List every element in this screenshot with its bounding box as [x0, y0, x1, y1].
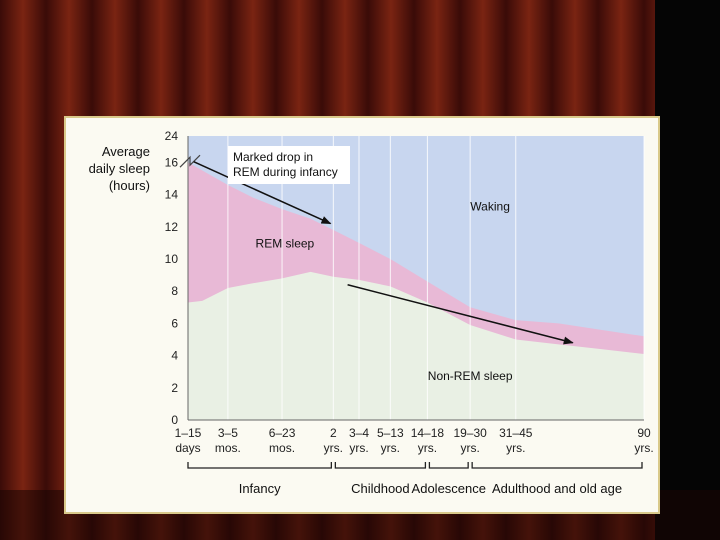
x-tick-sublabel-4: yrs. [349, 441, 368, 455]
region-label-rem: REM sleep [256, 237, 315, 251]
x-tick-label-8: 31–45 [499, 426, 533, 440]
stage-bracket-0 [187, 462, 332, 469]
chart-labels: Average daily sleep (hours) 024681012141… [89, 129, 654, 496]
region-label-waking: Waking [470, 200, 510, 214]
curtain-shadow-right [655, 0, 720, 540]
nonrem-area [188, 271, 644, 420]
x-tick-sublabel-6: yrs. [418, 441, 437, 455]
stage-bracket-2 [428, 462, 469, 469]
y-tick-label-16: 16 [165, 155, 179, 169]
stage-label-0: Infancy [239, 481, 281, 496]
y-tick-label-8: 8 [171, 284, 178, 298]
annotation-text-line-2: REM during infancy [233, 165, 338, 179]
region-label-nonrem: Non-REM sleep [428, 369, 513, 383]
chart-card: Average daily sleep (hours) 0 2 4 6 8 10 12 14 1… [64, 116, 660, 514]
y-tick-label-12: 12 [165, 220, 179, 234]
x-tick-label-4: 3–4 [349, 426, 369, 440]
y-tick-label-6: 6 [171, 316, 178, 330]
x-tick-sublabel-9: yrs. [634, 441, 653, 455]
annotation-text-line-1: Marked drop in [233, 150, 313, 164]
y-axis-label-line-2: daily sleep [89, 161, 150, 176]
annotation-arrow-0 [193, 161, 332, 225]
y-tick-label-4: 4 [171, 349, 178, 363]
stage-bracket-1 [334, 462, 427, 469]
sleep-chart: Average daily sleep (hours) 024681012141… [89, 129, 654, 496]
x-tick-sublabel-3: yrs. [324, 441, 343, 455]
x-tick-label-0: 1–15 [175, 426, 202, 440]
x-tick-label-7: 19–30 [453, 426, 487, 440]
x-tick-label-9: 90 [637, 426, 651, 440]
y-tick-label-10: 10 [165, 252, 179, 266]
y-axis-label-line-3: (hours) [109, 178, 150, 193]
x-tick-sublabel-8: yrs. [506, 441, 525, 455]
y-tick-label-2: 2 [171, 381, 178, 395]
plot-area [179, 136, 645, 421]
y-axis-break-icon [179, 154, 201, 168]
y-tick-label-24: 24 [165, 129, 179, 143]
x-tick-label-5: 5–13 [377, 426, 404, 440]
annotation-box [228, 146, 350, 184]
y-tick-label-14: 14 [165, 188, 179, 202]
x-tick-label-3: 2 [330, 426, 337, 440]
x-tick-sublabel-2: mos. [269, 441, 295, 455]
x-tick-sublabel-0: days [175, 441, 200, 455]
stage-label-2: Adolescence [412, 481, 486, 496]
stage-label-1: Childhood [351, 481, 410, 496]
stage-bracket-3 [471, 462, 643, 469]
x-tick-sublabel-5: yrs. [381, 441, 400, 455]
x-tick-label-6: 14–18 [411, 426, 445, 440]
x-tick-label-2: 6–23 [269, 426, 296, 440]
annotation-arrow-1 [347, 284, 574, 345]
x-tick-sublabel-1: mos. [215, 441, 241, 455]
x-tick-sublabel-7: yrs. [460, 441, 479, 455]
stage-label-3: Adulthood and old age [492, 481, 622, 496]
y-tick-label-0: 0 [171, 413, 178, 427]
x-tick-label-1: 3–5 [218, 426, 238, 440]
y-axis-label-line-1: Average [102, 144, 150, 159]
